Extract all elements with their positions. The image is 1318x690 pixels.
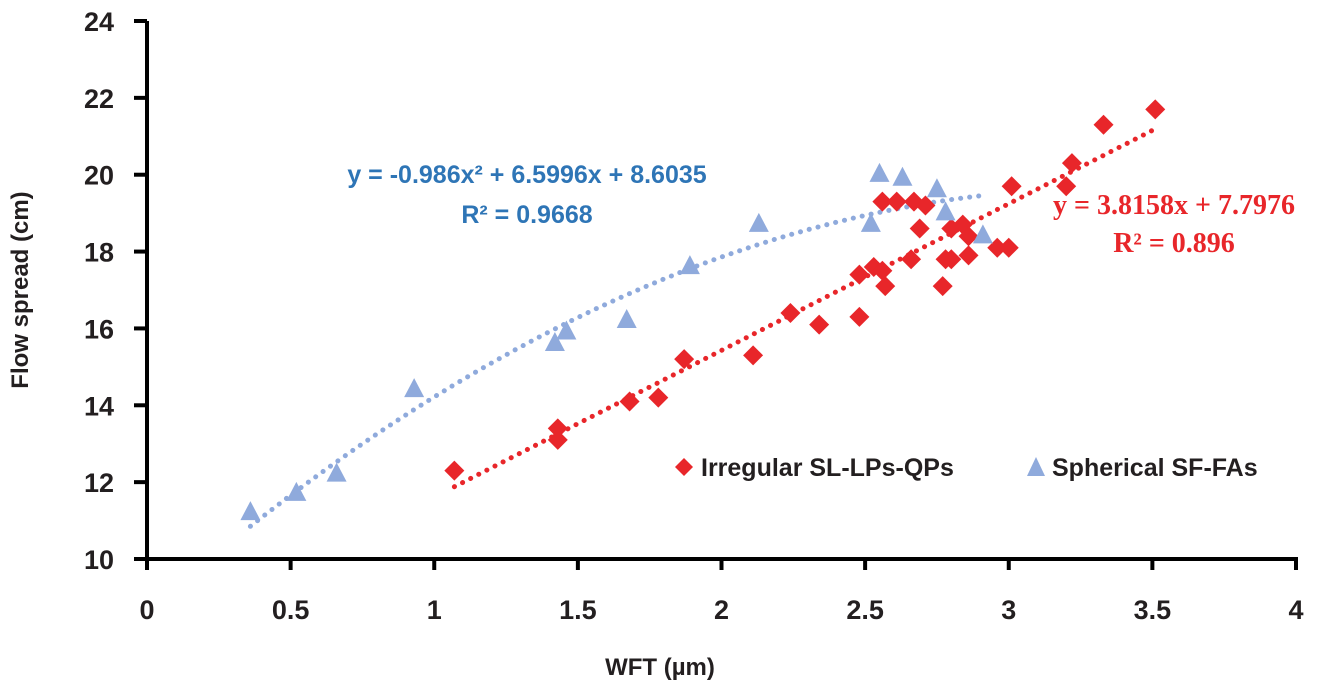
data-point-irregular <box>872 191 893 212</box>
x-tick-label: 3.5 <box>1134 595 1172 625</box>
data-point-spherical <box>616 308 637 328</box>
data-point-spherical <box>240 501 261 521</box>
data-point-irregular <box>886 191 907 212</box>
y-tick-label: 16 <box>84 314 114 344</box>
data-point-spherical <box>869 162 890 182</box>
x-axis-title: WFT (µm) <box>605 654 715 681</box>
data-point-spherical <box>326 462 347 482</box>
data-point-irregular <box>958 245 979 266</box>
y-tick-label: 18 <box>84 238 114 268</box>
x-tick-label: 1 <box>427 595 442 625</box>
data-point-irregular <box>958 226 979 247</box>
data-point-irregular <box>809 314 830 335</box>
linear-equation-label: y = 3.8158x + 7.7976 <box>1053 190 1295 221</box>
data-point-irregular <box>780 303 801 324</box>
data-point-spherical <box>404 378 425 398</box>
linear-r2-label: R² = 0.896 <box>1113 228 1235 259</box>
data-point-irregular <box>648 387 669 408</box>
data-point-spherical <box>556 320 577 340</box>
x-tick-label: 2.5 <box>846 595 884 625</box>
y-tick-label: 14 <box>84 391 114 421</box>
data-point-irregular <box>998 237 1019 258</box>
data-point-irregular <box>875 276 896 297</box>
y-tick-label: 22 <box>84 84 114 114</box>
data-point-irregular <box>1001 176 1022 197</box>
y-axis-ticks: 10 12 14 16 18 20 22 24 <box>84 7 147 575</box>
y-tick-label: 12 <box>84 468 114 498</box>
y-tick-label: 10 <box>84 545 114 575</box>
data-point-irregular <box>941 249 962 270</box>
data-point-spherical <box>544 332 565 352</box>
data-points <box>240 99 1166 521</box>
poly-equation-label: y = -0.986x² + 6.5996x + 8.6035 <box>347 161 706 189</box>
data-point-irregular <box>932 276 953 297</box>
data-point-irregular <box>849 264 870 285</box>
data-point-irregular <box>1145 99 1166 120</box>
data-point-irregular <box>1093 114 1114 135</box>
x-axis-ticks: 0 0.5 1 1.5 2 2.5 3 3.5 4 <box>139 559 1304 625</box>
legend-diamond-icon <box>675 458 693 476</box>
poly-r2-label: R² = 0.9668 <box>461 201 592 229</box>
data-point-irregular <box>743 345 764 366</box>
legend-item-irregular[interactable]: Irregular SL-LPs-QPs <box>675 454 954 482</box>
x-tick-label: 3 <box>1001 595 1016 625</box>
x-tick-label: 0.5 <box>272 595 310 625</box>
y-axis-title: Flow spread (cm) <box>7 191 34 388</box>
linear-trendline <box>451 126 1158 490</box>
data-point-spherical <box>926 178 947 198</box>
data-point-spherical <box>860 212 881 232</box>
data-point-irregular <box>1061 153 1082 174</box>
legend-item-spherical[interactable]: Spherical SF-FAs <box>1027 454 1258 482</box>
data-point-spherical <box>748 212 769 232</box>
data-point-irregular <box>909 218 930 239</box>
data-point-spherical <box>892 166 913 186</box>
data-point-spherical <box>679 255 700 275</box>
data-point-irregular <box>444 460 465 481</box>
data-point-irregular <box>547 429 568 450</box>
data-point-spherical <box>972 224 993 244</box>
y-tick-label: 20 <box>84 161 114 191</box>
data-point-irregular <box>619 391 640 412</box>
data-point-irregular <box>872 260 893 281</box>
trendlines <box>247 126 1158 529</box>
legend-label-irregular: Irregular SL-LPs-QPs <box>701 454 954 482</box>
data-point-irregular <box>547 418 568 439</box>
x-tick-label: 2 <box>714 595 729 625</box>
polynomial-trendline <box>247 193 986 529</box>
data-point-irregular <box>915 195 936 216</box>
x-tick-label: 0 <box>139 595 154 625</box>
x-tick-label: 4 <box>1288 595 1303 625</box>
legend: Irregular SL-LPs-QPs Spherical SF-FAs <box>675 454 1258 482</box>
y-tick-label: 24 <box>84 7 114 37</box>
legend-label-spherical: Spherical SF-FAs <box>1052 454 1258 482</box>
data-point-spherical <box>286 481 307 501</box>
data-point-spherical <box>935 201 956 221</box>
data-point-irregular <box>901 249 922 270</box>
data-point-irregular <box>849 306 870 327</box>
data-point-irregular <box>1056 176 1077 197</box>
data-point-irregular <box>674 349 695 370</box>
x-tick-label: 1.5 <box>559 595 597 625</box>
legend-triangle-icon <box>1027 457 1045 476</box>
